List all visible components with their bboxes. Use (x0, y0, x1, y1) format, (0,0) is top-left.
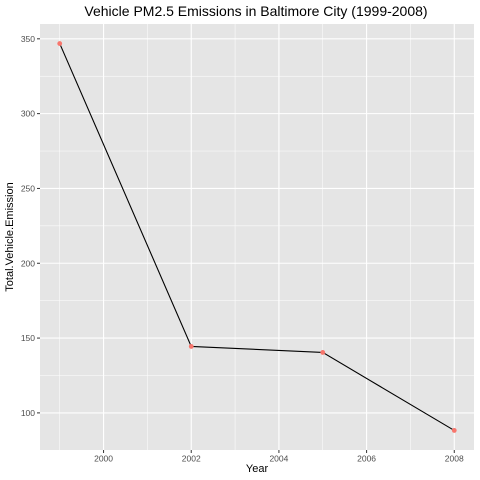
chart-title: Vehicle PM2.5 Emissions in Baltimore Cit… (84, 3, 427, 19)
y-axis-title: Total.Vehicle.Emission (4, 182, 16, 291)
series-line-group (59, 43, 455, 431)
data-point-2002 (188, 344, 194, 349)
x-tick-label-3: 2006 (357, 454, 376, 464)
x-axis: 2000 2002 2004 2006 2008 (94, 450, 464, 464)
y-tick-label-2: 200 (21, 258, 35, 268)
y-tick-label-3: 250 (21, 183, 35, 193)
x-tick-label-0: 2000 (94, 454, 113, 464)
y-tick-label-0: 100 (21, 408, 35, 418)
x-axis-title: Year (246, 463, 269, 475)
data-point-2005 (320, 350, 326, 355)
grid-minor (40, 24, 474, 450)
y-tick-label-1: 150 (21, 333, 35, 343)
series-points-group (57, 41, 457, 433)
x-tick-label-4: 2008 (445, 454, 464, 464)
y-tick-label-5: 350 (21, 34, 35, 44)
series-line (59, 43, 455, 431)
data-point-1999 (57, 41, 63, 46)
y-axis: 100 150 200 250 300 350 (21, 34, 40, 418)
x-tick-label-1: 2002 (182, 454, 201, 464)
y-tick-label-4: 300 (21, 109, 35, 119)
x-tick-label-2: 2004 (269, 454, 288, 464)
data-point-2008 (451, 428, 457, 433)
plot-panel (40, 24, 474, 450)
